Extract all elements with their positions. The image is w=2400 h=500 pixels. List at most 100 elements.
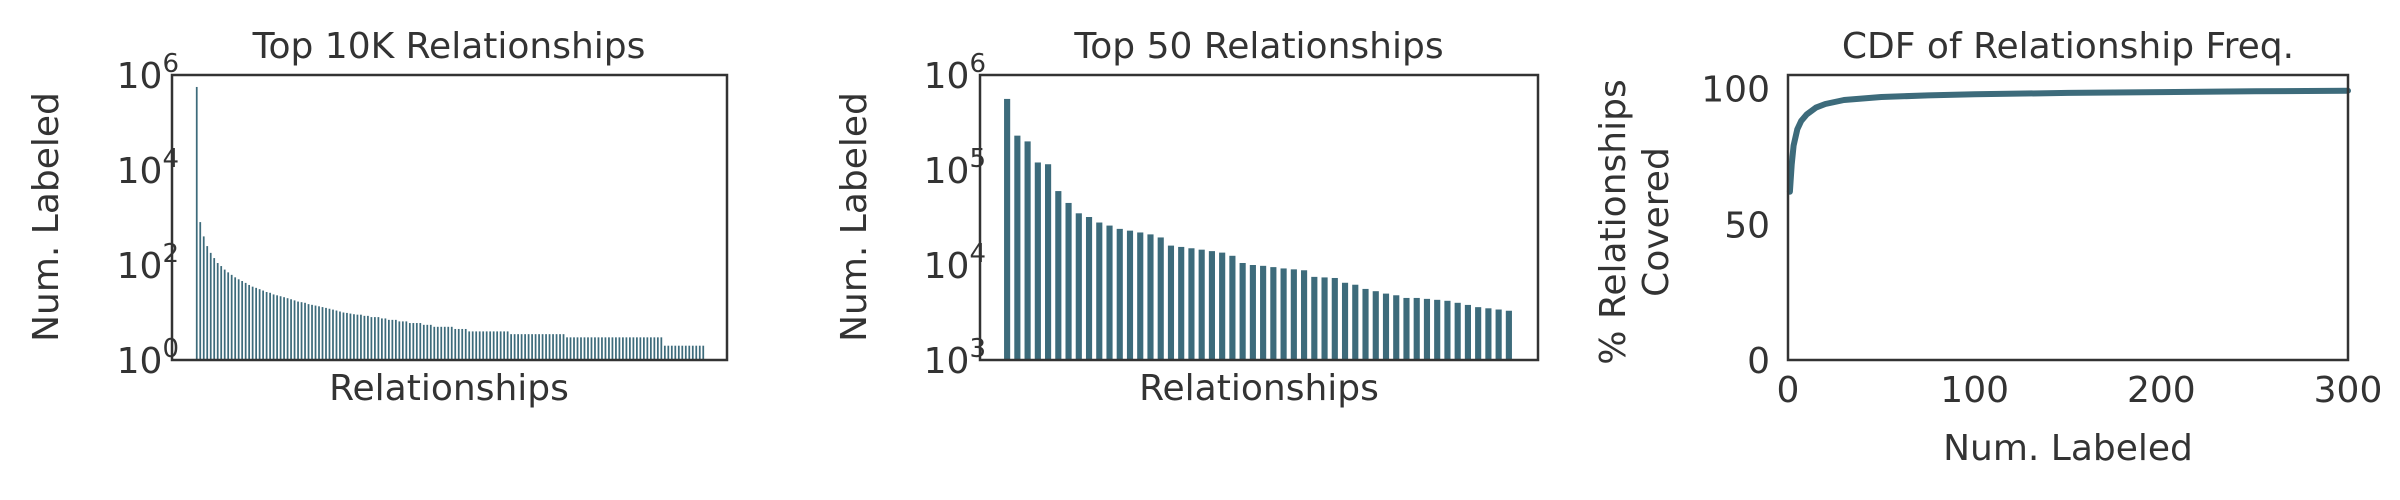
bar — [464, 328, 467, 360]
bar — [244, 282, 247, 360]
bar — [524, 334, 526, 360]
bar — [339, 311, 341, 360]
bar — [384, 318, 387, 360]
bar — [580, 337, 582, 360]
x-axis-label: Num. Labeled — [1943, 428, 2193, 469]
bar — [695, 345, 698, 360]
bar — [1362, 288, 1369, 360]
bar — [429, 324, 432, 360]
bar — [594, 337, 596, 360]
bar — [552, 334, 554, 360]
bar — [377, 317, 380, 360]
bar — [677, 345, 680, 360]
bar — [489, 331, 492, 360]
bar — [527, 334, 530, 360]
bar — [405, 321, 408, 360]
bar — [388, 319, 390, 360]
bar — [1106, 225, 1113, 360]
bar — [454, 328, 457, 360]
bar — [569, 337, 572, 360]
bar — [1208, 251, 1215, 360]
bar — [307, 304, 310, 360]
bar — [643, 337, 645, 360]
y-tick-label: 100 — [1701, 70, 1770, 111]
bar — [629, 337, 631, 360]
bar — [468, 331, 471, 360]
bar — [625, 337, 628, 360]
bar — [227, 272, 230, 360]
bar — [265, 292, 268, 360]
bar — [496, 331, 499, 360]
bar — [520, 334, 523, 360]
bar — [1167, 245, 1175, 360]
bar — [342, 312, 345, 360]
bar — [1495, 309, 1502, 360]
bar — [370, 317, 373, 360]
plot-frame — [170, 73, 729, 362]
bar — [1137, 232, 1144, 360]
bar — [1301, 270, 1308, 360]
bar — [1055, 191, 1062, 360]
panel-cdf: CDF of Relationship Freq. 0 50 100 0 100 200… — [1593, 26, 2382, 469]
x-axis-label: Relationships — [1139, 368, 1379, 409]
bar — [419, 323, 422, 360]
y-axis-label: Num. Labeled — [26, 92, 67, 342]
bar — [234, 277, 237, 360]
bar — [688, 345, 691, 360]
bar — [248, 284, 251, 360]
bar — [503, 331, 506, 360]
bar — [674, 345, 677, 360]
bar — [1188, 248, 1195, 360]
bar — [237, 279, 240, 360]
bar — [360, 314, 362, 360]
bar — [353, 314, 355, 360]
bar — [499, 331, 502, 360]
bar — [1321, 277, 1328, 360]
bar — [663, 345, 666, 360]
bar — [1229, 255, 1236, 360]
bar — [545, 334, 547, 360]
bar — [223, 269, 226, 360]
bar — [601, 337, 603, 360]
bar — [1434, 299, 1441, 360]
y-tick-label: 102 — [117, 239, 179, 287]
bar — [216, 263, 219, 360]
bar — [681, 345, 684, 360]
bar — [1024, 141, 1031, 360]
y-tick-label: 105 — [924, 144, 986, 192]
bar — [440, 326, 443, 360]
bar — [391, 319, 394, 360]
bar — [367, 315, 369, 360]
bar — [230, 274, 233, 360]
x-tick-labels: 0 100 200 300 — [1777, 370, 2383, 411]
bar — [611, 337, 614, 360]
bar — [667, 345, 670, 360]
bar — [649, 337, 652, 360]
y-tick-labels: 103 104 105 106 — [924, 49, 986, 382]
bar — [346, 312, 348, 360]
bar — [394, 319, 397, 360]
bar — [1014, 135, 1021, 360]
bar — [426, 324, 429, 360]
bar — [482, 331, 485, 360]
bar — [276, 295, 278, 360]
bar — [660, 337, 663, 360]
bar — [1464, 304, 1471, 360]
y-tick-labels: 0 50 100 — [1701, 70, 1770, 382]
bar — [220, 266, 223, 360]
bar — [304, 302, 306, 360]
bar — [1065, 202, 1072, 360]
bar-series — [1004, 98, 1512, 361]
bar — [1045, 164, 1052, 360]
x-tick-label: 100 — [1940, 370, 2009, 411]
bar — [286, 298, 289, 360]
bar — [608, 337, 610, 360]
bar — [332, 309, 334, 360]
bar — [293, 300, 296, 360]
bar — [297, 301, 299, 360]
bar — [604, 337, 607, 360]
bar — [1249, 265, 1256, 360]
bar — [622, 337, 624, 360]
bar — [461, 328, 464, 360]
bar — [283, 297, 285, 360]
